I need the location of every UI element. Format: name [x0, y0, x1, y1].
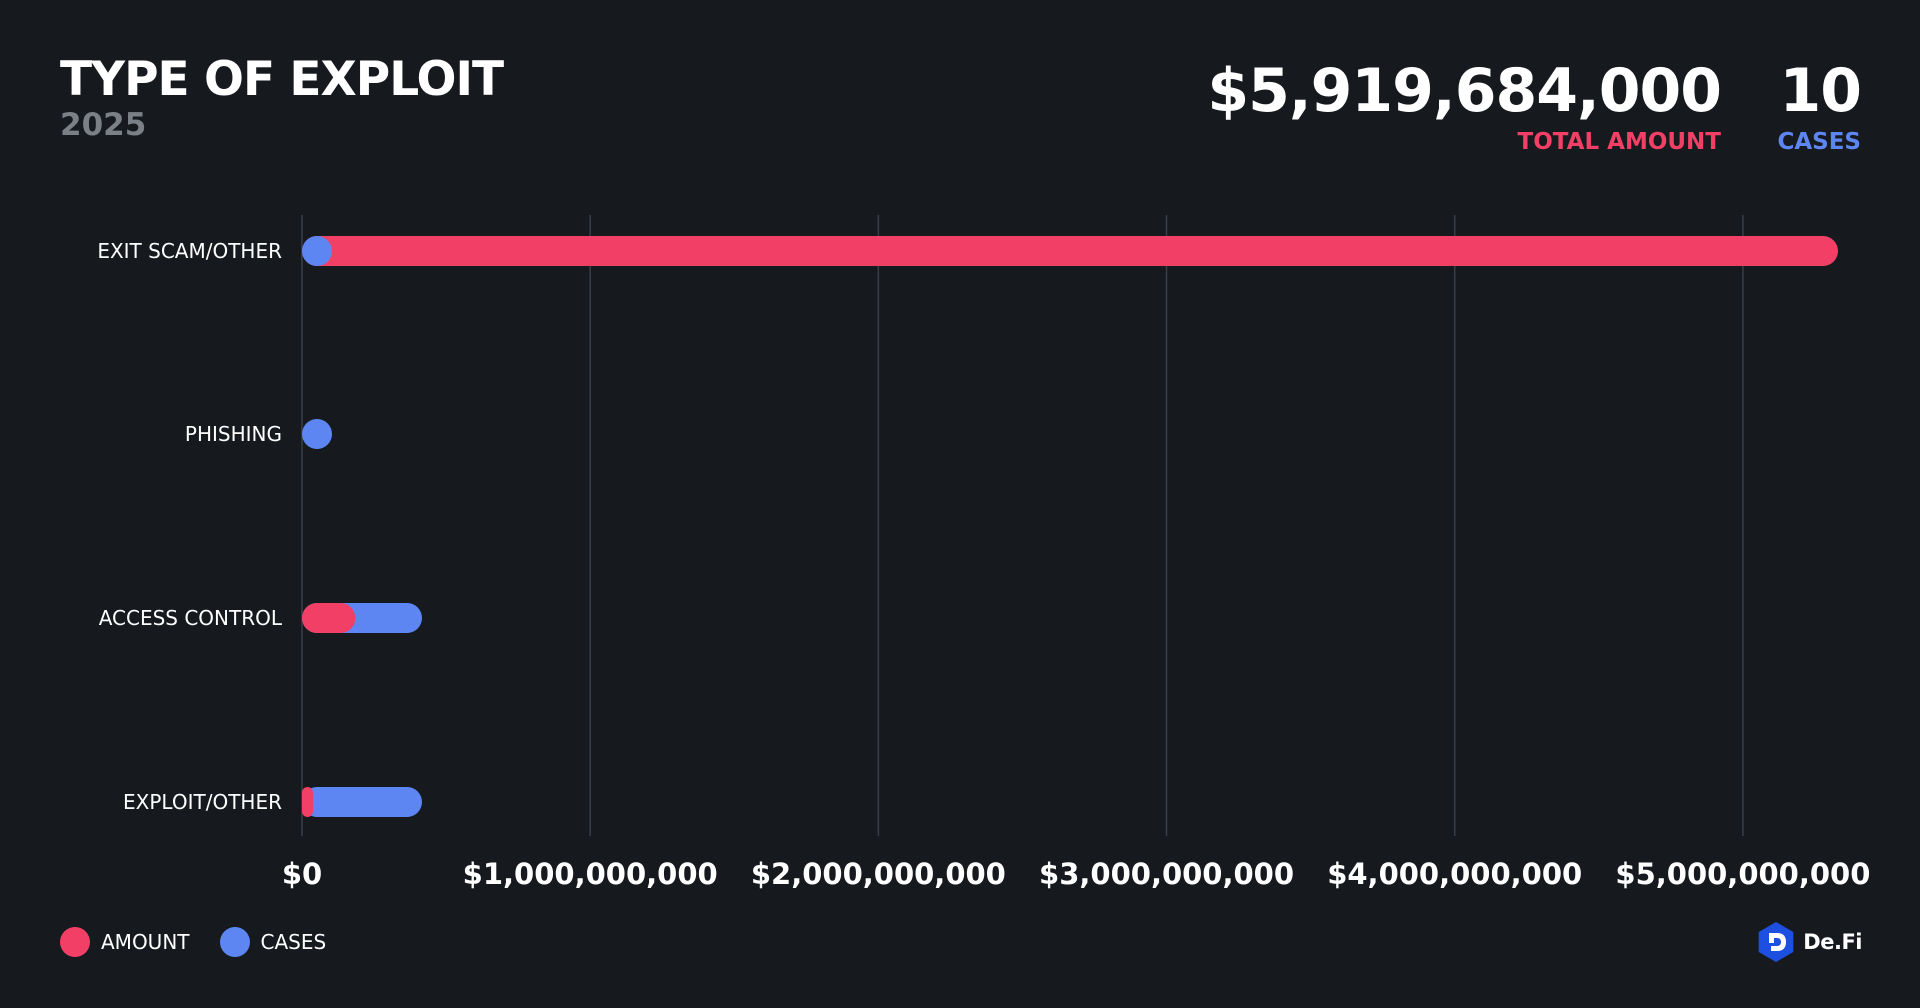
x-tick-label: $4,000,000,000 [1327, 857, 1582, 891]
x-tick-label: $0 [282, 857, 322, 891]
legend-swatch-cases [219, 927, 250, 957]
category-label: EXIT SCAM/OTHER [97, 239, 282, 263]
legend-item-amount[interactable]: AMOUNT [60, 927, 190, 957]
amount-bar [302, 787, 313, 817]
category-label: EXPLOIT/OTHER [123, 790, 282, 814]
cases-bar [302, 419, 332, 449]
total-amount-stat: $5,919,684,000 TOTAL AMOUNT [1207, 56, 1722, 156]
x-tick-label: $1,000,000,000 [463, 857, 718, 891]
cases-label: CASES [1777, 129, 1861, 155]
brand-name: De.Fi [1803, 930, 1862, 954]
category-label: PHISHING [185, 422, 282, 446]
x-tick-label: $2,000,000,000 [751, 857, 1006, 891]
category-label: ACCESS CONTROL [99, 606, 283, 630]
cases-bar [302, 236, 332, 266]
defi-logo-icon [1758, 922, 1794, 962]
legend-label-cases: CASES [260, 930, 327, 954]
brand: De.Fi [1755, 921, 1862, 963]
total-amount-value: $5,919,684,000 [1207, 56, 1722, 126]
legend-item-cases[interactable]: CASES [219, 927, 327, 957]
x-tick-label: $3,000,000,000 [1039, 857, 1294, 891]
chart-title: TYPE OF EXPLOIT [60, 52, 504, 107]
amount-bar [302, 603, 356, 633]
cases-value: 10 [1779, 56, 1862, 126]
chart-subtitle: 2025 [60, 107, 147, 143]
legend-swatch-amount [60, 927, 90, 957]
cases-bar [302, 787, 422, 817]
cases-stat: 10 CASES [1777, 56, 1862, 156]
amount-bar [302, 236, 1838, 266]
total-amount-label: TOTAL AMOUNT [1517, 129, 1721, 155]
legend-label-amount: AMOUNT [101, 930, 190, 954]
legend: AMOUNT CASES [60, 927, 356, 957]
x-tick-label: $5,000,000,000 [1615, 857, 1870, 891]
